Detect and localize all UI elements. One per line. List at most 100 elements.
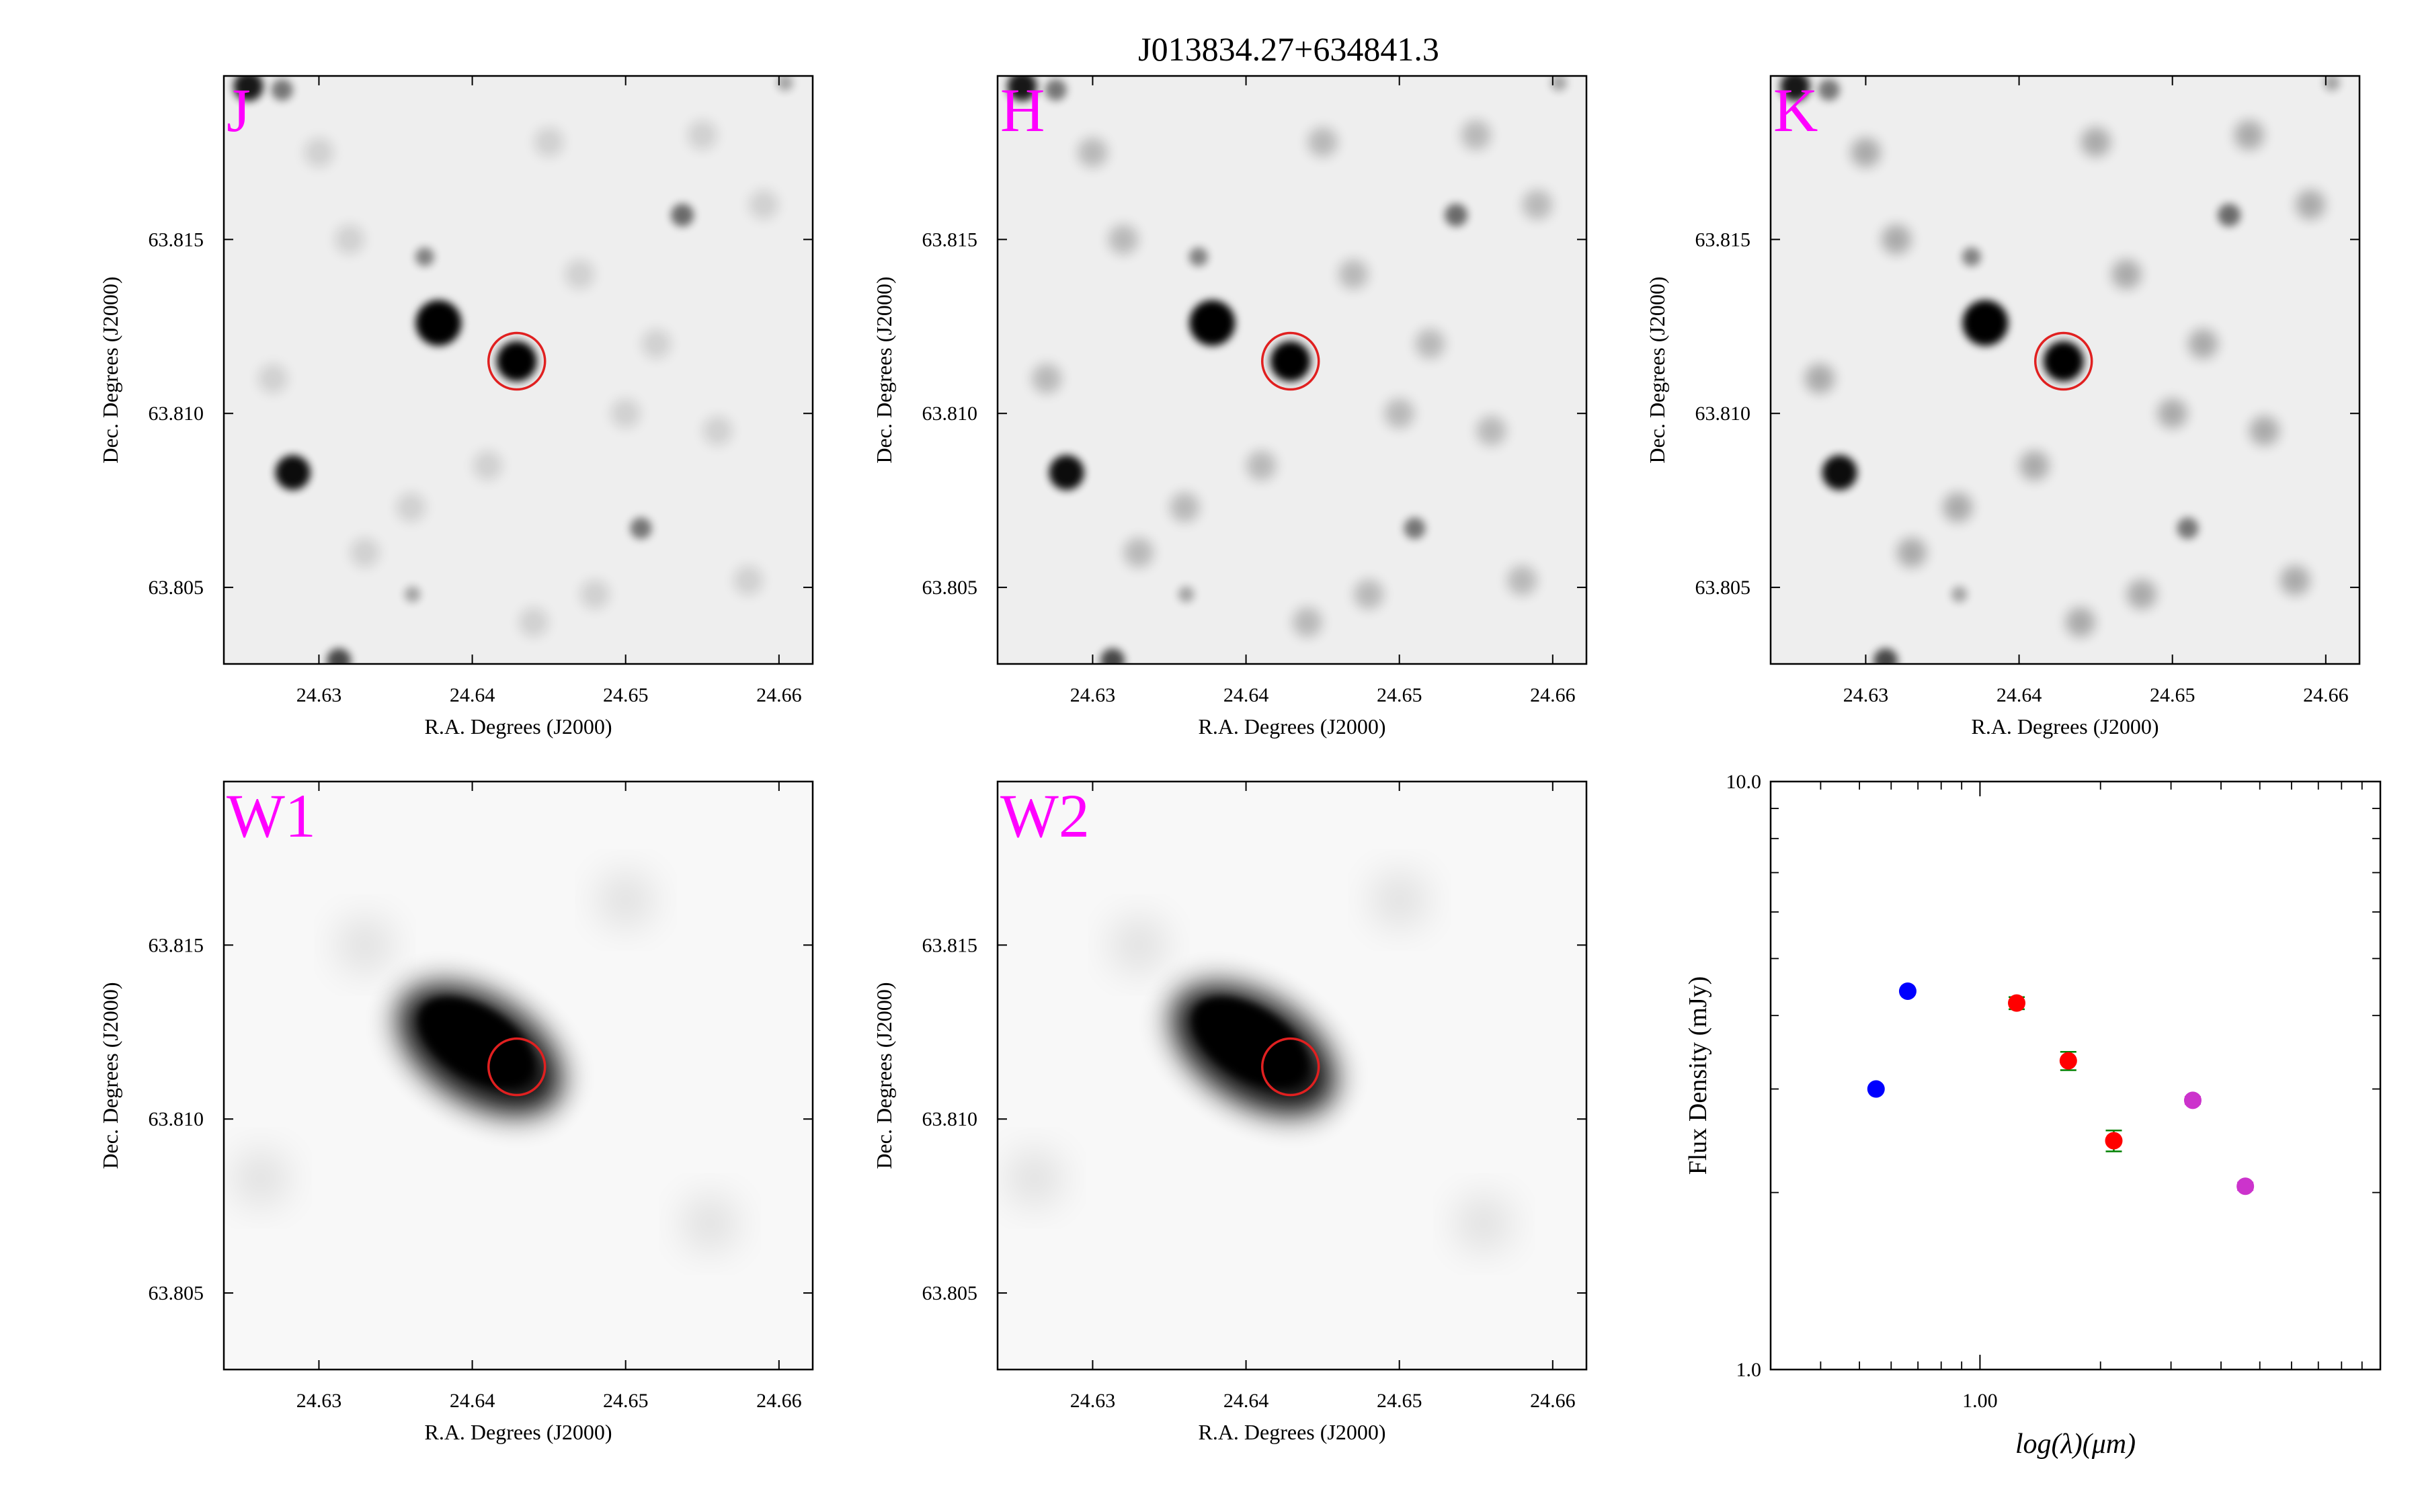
sed-plot: 1.00 1.0 10.0 log(λ)(μm) Flux Density (mJy) <box>1684 771 2382 1460</box>
cutout-image <box>1007 76 1567 664</box>
noise-blob <box>2296 190 2325 220</box>
figure-title: J013834.27+634841.3 <box>1138 30 1439 68</box>
source-blob <box>1100 648 1125 664</box>
panel-frame <box>223 75 814 665</box>
x-tick-label: 24.64 <box>450 1390 495 1412</box>
source-blob <box>2218 204 2241 227</box>
target-circle <box>2033 331 2093 391</box>
noise-blob <box>733 565 764 595</box>
band-label: K <box>1773 76 1818 144</box>
noise-blob <box>1078 137 1108 167</box>
x-tick-label: 24.66 <box>1530 684 1576 706</box>
y-tick-label: 63.810 <box>1695 403 1751 425</box>
noise-blob <box>2188 329 2218 359</box>
cutout-panel-j: 24.63 24.64 24.65 24.66 63.805 63.810 63.815 R.… <box>98 75 814 739</box>
source-blob <box>233 76 264 101</box>
x-tick-label: 24.66 <box>1530 1390 1576 1412</box>
noise-blob <box>2234 120 2264 151</box>
panel-frame <box>996 75 1588 665</box>
noise-blob <box>2249 416 2280 446</box>
y-tick-label: 10.0 <box>1726 771 1762 793</box>
faint-blob <box>235 1152 286 1204</box>
cutout-image <box>235 874 736 1249</box>
source-blob <box>415 300 462 346</box>
noise-blob <box>258 364 288 394</box>
source-blob <box>1822 455 1857 491</box>
y-tick-label: 63.815 <box>1695 228 1751 251</box>
panel-frame <box>996 780 1588 1371</box>
x-tick-label: 24.65 <box>2150 684 2195 706</box>
source-blob <box>671 204 694 227</box>
noise-blob <box>2019 450 2050 480</box>
cutout-image <box>233 76 793 664</box>
target-circle <box>487 1037 547 1097</box>
source-blob <box>1189 300 1236 346</box>
source-blob <box>1962 247 1981 267</box>
source-blob <box>1962 300 2009 346</box>
x-tick-label: 24.63 <box>1070 684 1116 706</box>
faint-blob <box>1373 874 1425 926</box>
x-tick-label: 24.65 <box>603 684 649 706</box>
x-tick-label: 24.64 <box>1223 1390 1269 1412</box>
x-tick-label: 24.64 <box>450 684 495 706</box>
source-blob <box>630 517 652 540</box>
source-blob <box>1445 204 1468 227</box>
x-tick-label: 24.65 <box>603 1390 649 1412</box>
y-axis-label: Dec. Degrees (J2000) <box>872 276 896 463</box>
faint-blob <box>1113 919 1164 971</box>
noise-blob <box>2081 127 2111 157</box>
x-tick-label: 24.63 <box>1843 684 1889 706</box>
source-blob <box>2043 341 2084 382</box>
target-circle <box>487 331 547 391</box>
source-blob <box>1188 247 1208 267</box>
x-tick-label: 24.65 <box>1377 684 1422 706</box>
data-point <box>2236 1177 2255 1195</box>
band-label: J <box>227 76 251 144</box>
noise-blob <box>1882 224 1912 255</box>
x-tick-label: 24.63 <box>296 1390 342 1412</box>
noise-blob <box>1170 493 1200 523</box>
y-tick-label: 63.805 <box>1695 577 1751 599</box>
source-blob <box>1270 341 1311 382</box>
source-blob <box>275 455 311 491</box>
y-tick-label: 63.805 <box>922 577 978 599</box>
y-tick-label: 63.815 <box>149 934 204 956</box>
sed-y-axis-label: Flux Density (mJy) <box>1684 976 1712 1175</box>
source-blob <box>2323 76 2340 91</box>
noise-blob <box>580 579 610 610</box>
y-tick-label: 63.815 <box>922 934 978 956</box>
x-axis-label: R.A. Degrees (J2000) <box>424 1420 612 1444</box>
x-axis-label: R.A. Degrees (J2000) <box>1971 714 2159 739</box>
x-axis-label: R.A. Degrees (J2000) <box>424 714 612 739</box>
data-point <box>1867 1080 1885 1098</box>
y-axis-label: Dec. Degrees (J2000) <box>872 982 896 1169</box>
data-point <box>1898 982 1917 1000</box>
cutout-image <box>1008 874 1510 1249</box>
source-blob <box>404 586 421 603</box>
noise-blob <box>1476 416 1506 446</box>
sed-series-3 <box>2183 1091 2255 1195</box>
noise-blob <box>396 493 426 523</box>
y-tick-label: 63.810 <box>149 1108 204 1130</box>
y-axis-label: Dec. Degrees (J2000) <box>1645 276 1669 463</box>
noise-blob <box>2065 607 2095 637</box>
sed-x-axis-label: log(λ)(μm) <box>2015 1429 2136 1460</box>
noise-blob <box>1246 450 1277 480</box>
y-axis-label: Dec. Degrees (J2000) <box>98 982 122 1169</box>
noise-blob <box>335 224 365 255</box>
y-tick-label: 63.805 <box>149 1282 204 1304</box>
band-label: H <box>1000 76 1045 144</box>
source-blob <box>776 76 793 91</box>
noise-blob <box>518 607 549 637</box>
x-tick-label: 24.63 <box>296 684 342 706</box>
noise-blob <box>2157 398 2187 429</box>
noise-blob <box>1354 579 1384 610</box>
faint-blob <box>1458 1198 1510 1249</box>
noise-blob <box>1292 607 1322 637</box>
noise-blob <box>2280 565 2310 595</box>
x-tick-label: 24.63 <box>1070 1390 1116 1412</box>
source-blob <box>1550 76 1567 91</box>
source-blob <box>415 247 434 267</box>
faint-blob <box>339 919 391 971</box>
x-axis-label: R.A. Degrees (J2000) <box>1198 1420 1385 1444</box>
